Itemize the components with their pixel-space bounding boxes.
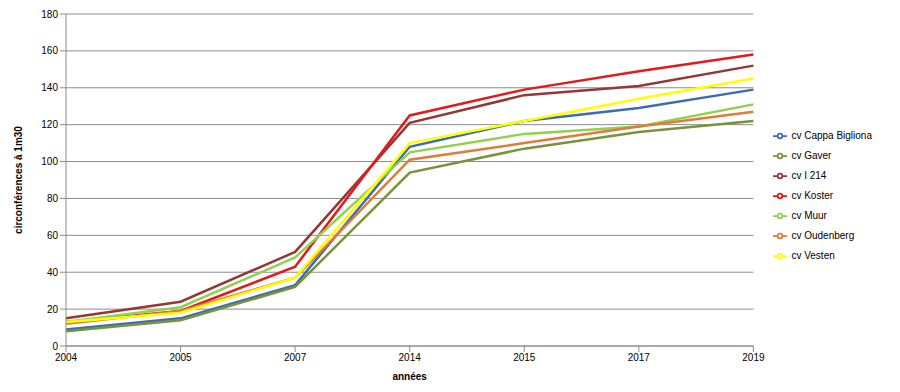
svg-text:2007: 2007 — [284, 352, 307, 363]
html-text:cv Gaver: cv Gaver — [791, 150, 832, 161]
html-text:cv Muur: cv Muur — [791, 210, 827, 221]
svg-text:2014: 2014 — [399, 352, 422, 363]
svg-text:2017: 2017 — [628, 352, 651, 363]
svg-text:2019: 2019 — [742, 352, 765, 363]
svg-text:0: 0 — [52, 341, 58, 352]
svg-text:160: 160 — [41, 45, 58, 56]
svg-text:2015: 2015 — [513, 352, 536, 363]
svg-text:80: 80 — [47, 193, 59, 204]
svg-text:40: 40 — [47, 267, 59, 278]
html-text:cv I 214: cv I 214 — [791, 170, 827, 181]
svg-text:2004: 2004 — [55, 352, 78, 363]
svg-text:180: 180 — [41, 9, 58, 20]
html-text:cv Vesten: cv Vesten — [791, 250, 835, 261]
svg-text:120: 120 — [41, 119, 58, 130]
html-text:cv Oudenberg: cv Oudenberg — [791, 230, 855, 241]
svg-text:années: années — [392, 371, 427, 382]
html-text:cv Cappa Bigliona: cv Cappa Bigliona — [791, 130, 872, 141]
svg-text:140: 140 — [41, 82, 58, 93]
svg-text:20: 20 — [47, 304, 59, 315]
svg-text:60: 60 — [47, 230, 59, 241]
svg-text:100: 100 — [41, 156, 58, 167]
svg-text:2005: 2005 — [169, 352, 192, 363]
html-text:cv Koster: cv Koster — [791, 190, 834, 201]
svg-text:circonférences à 1m30: circonférences à 1m30 — [13, 126, 24, 234]
